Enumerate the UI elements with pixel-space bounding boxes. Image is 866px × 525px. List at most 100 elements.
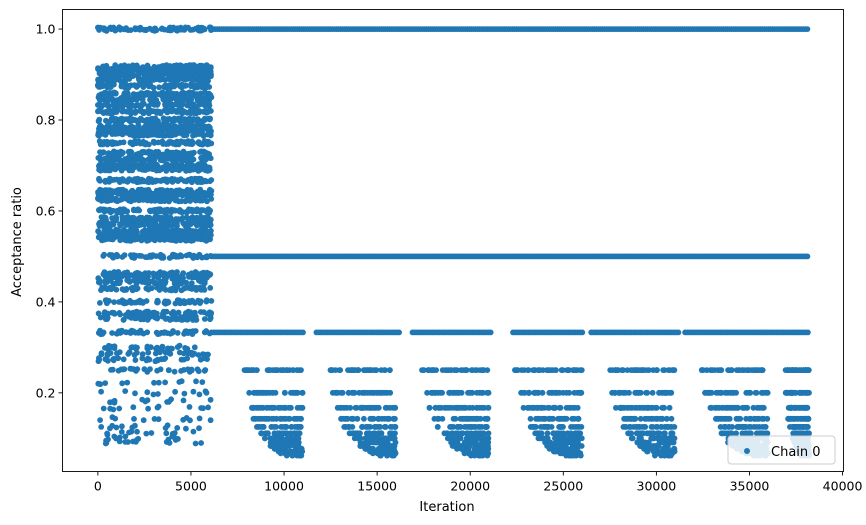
data-point xyxy=(138,237,145,244)
data-point xyxy=(111,345,118,352)
data-point xyxy=(371,424,378,430)
data-point xyxy=(198,164,205,171)
data-point xyxy=(175,115,182,122)
data-point xyxy=(190,388,197,395)
data-point xyxy=(172,70,179,77)
data-point xyxy=(199,125,206,132)
data-point xyxy=(146,129,153,136)
data-point xyxy=(675,329,682,336)
data-point xyxy=(208,71,214,78)
data-point xyxy=(107,118,114,125)
data-point xyxy=(109,25,116,32)
data-point xyxy=(148,76,155,83)
data-point xyxy=(201,316,208,322)
data-point xyxy=(447,389,453,396)
data-point xyxy=(124,89,131,96)
data-point xyxy=(125,278,132,284)
data-point xyxy=(192,316,199,323)
data-point xyxy=(341,424,348,430)
data-point xyxy=(432,404,439,411)
data-point xyxy=(145,405,152,412)
data-point xyxy=(201,287,208,293)
data-point xyxy=(95,82,101,89)
data-point xyxy=(346,430,353,437)
data-point xyxy=(150,84,157,91)
data-point xyxy=(114,198,121,205)
data-point xyxy=(262,435,268,442)
data-point xyxy=(138,253,145,259)
data-point xyxy=(110,156,116,162)
data-point xyxy=(201,115,208,122)
data-point xyxy=(174,344,181,350)
data-point xyxy=(195,297,202,304)
data-point xyxy=(119,165,126,172)
data-point xyxy=(133,308,140,315)
data-point xyxy=(126,196,133,203)
data-point xyxy=(179,272,186,279)
data-point xyxy=(95,102,101,108)
data-point xyxy=(127,140,134,146)
data-point xyxy=(176,95,183,102)
data-point xyxy=(195,236,201,242)
data-point xyxy=(160,285,166,292)
data-point xyxy=(485,404,492,411)
data-point xyxy=(804,26,811,32)
data-point xyxy=(187,417,193,424)
data-point xyxy=(100,149,107,156)
data-point xyxy=(391,452,397,459)
data-point xyxy=(283,452,290,459)
data-point xyxy=(144,316,151,323)
data-point xyxy=(107,350,114,356)
data-point xyxy=(104,141,111,148)
data-point xyxy=(190,166,197,173)
data-point xyxy=(426,367,432,373)
data-point xyxy=(369,415,376,422)
data-point xyxy=(181,390,188,397)
data-point xyxy=(97,300,103,306)
data-point xyxy=(172,278,179,284)
data-point xyxy=(484,424,490,430)
data-point xyxy=(201,355,207,362)
data-point xyxy=(202,367,209,373)
data-point xyxy=(142,272,149,279)
data-point xyxy=(104,286,111,293)
data-point xyxy=(149,27,156,34)
data-point xyxy=(188,109,194,116)
data-point xyxy=(182,116,188,123)
data-point xyxy=(96,277,103,284)
data-point xyxy=(98,424,105,430)
data-point xyxy=(102,132,109,138)
data-point xyxy=(266,389,273,396)
data-point xyxy=(194,214,200,221)
data-point xyxy=(186,122,193,128)
data-point xyxy=(107,425,113,432)
data-point xyxy=(346,424,353,430)
data-point xyxy=(272,367,278,373)
data-point xyxy=(132,422,138,429)
data-point xyxy=(123,208,129,215)
data-point xyxy=(163,430,170,437)
data-point xyxy=(365,389,371,396)
data-point xyxy=(188,83,194,90)
data-point xyxy=(579,329,586,336)
data-point xyxy=(180,356,187,363)
data-point xyxy=(154,404,161,411)
data-point xyxy=(147,81,154,87)
data-point xyxy=(439,367,446,373)
data-point xyxy=(174,425,181,431)
data-point xyxy=(282,424,288,430)
data-point xyxy=(274,430,281,437)
data-point xyxy=(167,149,174,156)
data-point xyxy=(188,175,195,182)
data-point xyxy=(111,433,118,440)
data-point xyxy=(104,236,111,242)
data-point xyxy=(97,417,103,423)
data-point xyxy=(465,430,471,437)
data-point xyxy=(143,285,150,292)
data-point xyxy=(137,102,144,109)
data-point xyxy=(459,415,465,422)
data-point xyxy=(178,287,185,294)
data-point xyxy=(160,131,166,138)
data-point xyxy=(186,404,193,410)
